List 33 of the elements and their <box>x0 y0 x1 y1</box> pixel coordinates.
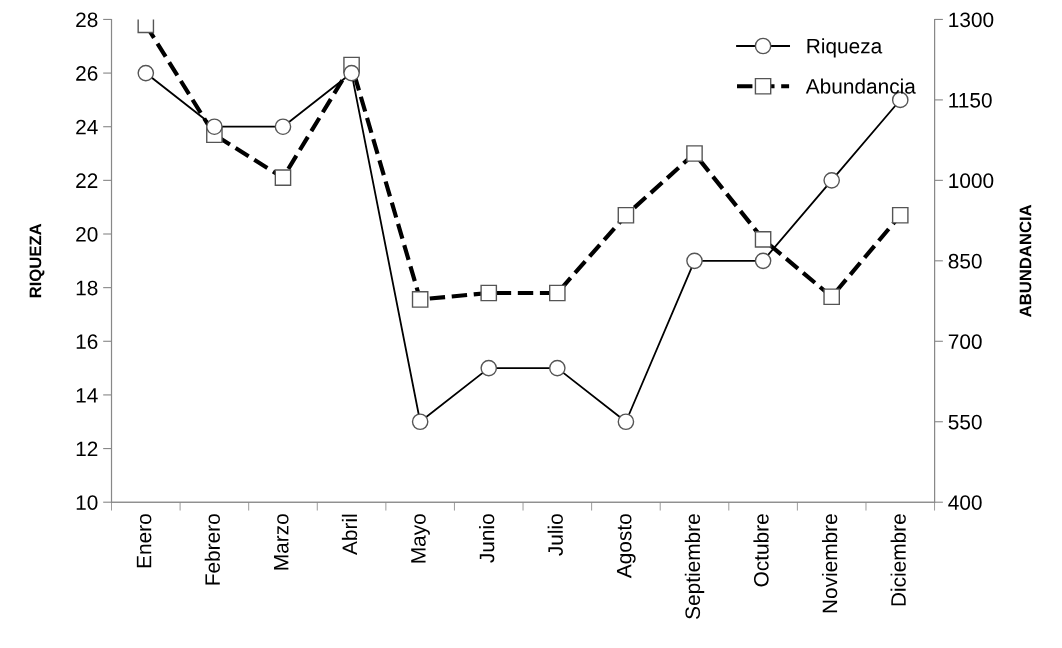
y-tick-label: 16 <box>76 334 98 350</box>
legend-label: Abundancia <box>805 78 916 94</box>
y2-tick-label: 400 <box>948 495 982 510</box>
y2-tick-label: 850 <box>948 253 982 269</box>
x-tick-label: Agosto <box>616 514 636 579</box>
y2-tick-label: 1000 <box>949 173 994 189</box>
x-tick-label: Abril <box>341 514 358 555</box>
x-tick-label: Octubre <box>753 514 769 587</box>
y-tick-label: 10 <box>76 495 98 510</box>
y-tick-label: 28 <box>76 12 98 28</box>
y2-tick-label: 1150 <box>949 92 992 108</box>
y2-tick-label: 550 <box>948 414 982 430</box>
x-tick-label: Septiembre <box>684 514 705 619</box>
y-axis-title: RIQUEZA <box>29 223 45 298</box>
y-tick-label: 22 <box>76 173 98 188</box>
x-tick-label: Mayo <box>411 514 430 563</box>
x-tick-label: Junio <box>479 514 495 563</box>
y-tick-label: 24 <box>76 119 98 135</box>
x-tick-label: Julio <box>547 514 563 556</box>
x-tick-label: Noviembre <box>821 514 838 613</box>
y-tick-label: 14 <box>76 388 98 403</box>
y2-tick-label: 1300 <box>949 12 994 28</box>
x-tick-label: Enero <box>136 514 152 568</box>
x-tick-label: Febrero <box>204 514 220 585</box>
x-tick-label: Marzo <box>274 514 289 570</box>
y2-axis-title: ABUNDANCIA <box>1019 204 1032 317</box>
y-tick-label: 26 <box>76 66 98 81</box>
y2-tick-label: 700 <box>948 334 982 350</box>
y-tick-label: 12 <box>76 441 98 457</box>
y-tick-label: 18 <box>76 280 98 296</box>
y-tick-label: 20 <box>76 227 98 242</box>
x-tick-label: Diciembre <box>890 514 906 606</box>
legend-label: Riqueza <box>807 38 883 58</box>
